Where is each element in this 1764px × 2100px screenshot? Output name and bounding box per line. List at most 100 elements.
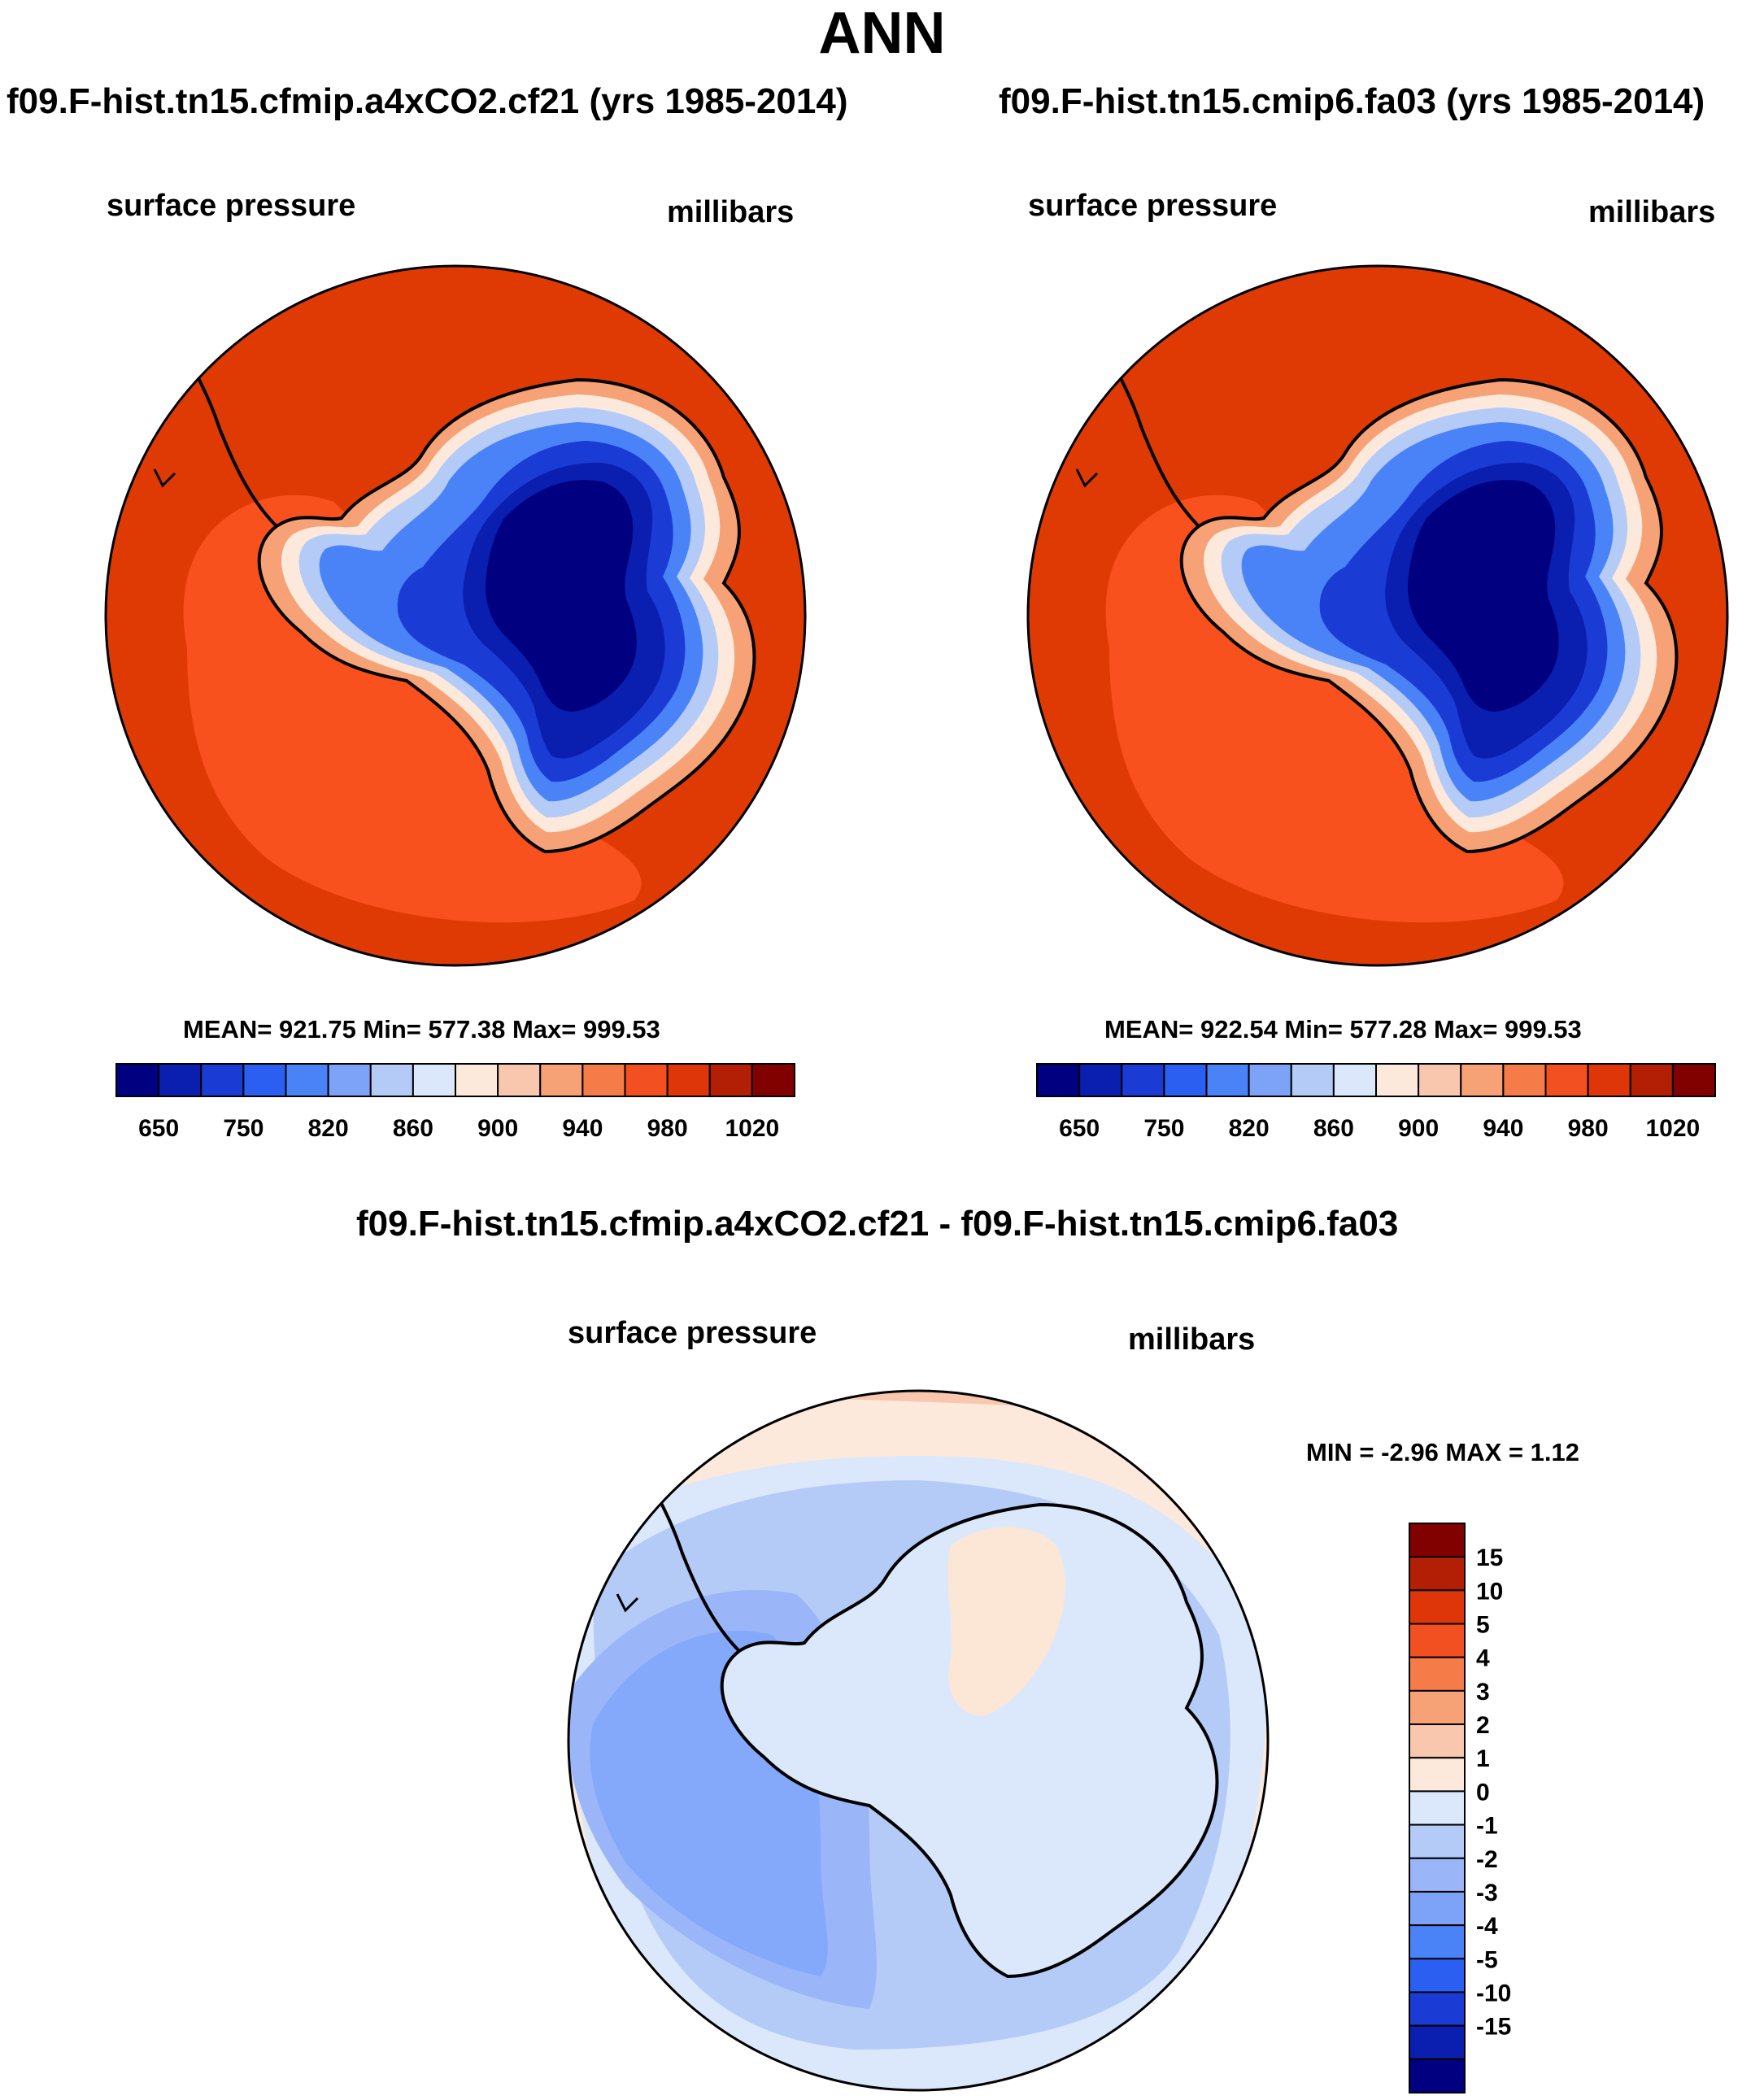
colorbar-swatch xyxy=(1036,1063,1081,1097)
colorbar-tick-label: 750 xyxy=(223,1115,264,1142)
colorbar-swatch xyxy=(1205,1063,1250,1097)
colorbar-swatch xyxy=(115,1063,160,1097)
figure-title: ANN xyxy=(818,1,946,66)
colorbar-tick-label: -1 xyxy=(1476,1813,1498,1840)
diff-continent-field xyxy=(721,1505,1217,1976)
panel1-case-title: f09.F-hist.tn15.cfmip.a4xCO2.cf21 (yrs 1… xyxy=(7,81,848,121)
panel1-units-label: millibars xyxy=(667,195,795,229)
colorbar-swatch xyxy=(666,1063,711,1097)
colorbar-swatch xyxy=(1409,1823,1466,1859)
island-coastline xyxy=(153,468,176,488)
colorbar-tick-label: -10 xyxy=(1476,1980,1511,2006)
colorbar-swatch xyxy=(1248,1063,1292,1097)
colorbar-tick-label: 15 xyxy=(1476,1545,1503,1571)
colorbar-tick-label: -5 xyxy=(1476,1946,1498,1973)
colorbar-swatch xyxy=(242,1063,287,1097)
colorbar-swatch xyxy=(1409,1656,1466,1692)
panel1-polar-map xyxy=(104,264,807,967)
colorbar-tick-label: -2 xyxy=(1476,1846,1498,1873)
diff-title: f09.F-hist.tn15.cfmip.a4xCO2.cf21 - f09.… xyxy=(356,1204,1399,1244)
colorbar-tick-label: 5 xyxy=(1476,1612,1490,1639)
panel1-colorbar: 650 750 820 860 900 940 980 1020 xyxy=(115,1063,795,1142)
colorbar-swatch xyxy=(1409,1790,1466,1826)
colorbar-tick-label: -3 xyxy=(1476,1880,1498,1906)
colorbar-tick-label: 860 xyxy=(1313,1115,1354,1142)
colorbar-tick-label: 980 xyxy=(1568,1115,1609,1142)
colorbar-tick-label: 860 xyxy=(393,1115,433,1142)
peninsula-coastline xyxy=(1116,371,1200,528)
colorbar-tick-label: 940 xyxy=(1483,1115,1523,1142)
panel2-case-title: f09.F-hist.tn15.cmip6.fa03 (yrs 1985-201… xyxy=(999,81,1705,121)
colorbar-swatch xyxy=(1418,1063,1462,1097)
coastline xyxy=(257,377,756,854)
colorbar-swatch xyxy=(285,1063,329,1097)
island-coastline xyxy=(1075,468,1099,488)
ice-core-layer xyxy=(1408,480,1559,712)
colorbar-tick-label: 820 xyxy=(308,1115,349,1142)
colorbar-swatch xyxy=(1502,1063,1547,1097)
colorbar-swatch xyxy=(1671,1063,1716,1097)
colorbar-swatch xyxy=(1078,1063,1123,1097)
diff-polar-map xyxy=(567,1389,1270,2092)
colorbar-swatch xyxy=(581,1063,626,1097)
colorbar-swatch xyxy=(1332,1063,1377,1097)
colorbar-swatch xyxy=(1409,1991,1466,2027)
island-coastline xyxy=(616,1593,639,1613)
colorbar-tick-label: 2 xyxy=(1476,1712,1490,1739)
colorbar-swatch xyxy=(624,1063,669,1097)
panel2-variable-label: surface pressure xyxy=(1028,189,1278,223)
colorbar-tick-label: -4 xyxy=(1476,1913,1498,1940)
colorbar-swatch xyxy=(200,1063,245,1097)
peninsula-coastline xyxy=(194,371,278,528)
panel2-stats: MEAN= 922.54 Min= 577.28 Max= 999.53 xyxy=(1104,1015,1582,1043)
colorbar-tick-label: 650 xyxy=(1059,1115,1100,1142)
colorbar-swatch xyxy=(1409,1623,1466,1658)
colorbar-swatch xyxy=(1163,1063,1208,1097)
colorbar-tick-label: 4 xyxy=(1476,1645,1490,1672)
colorbar-tick-label: 820 xyxy=(1229,1115,1270,1142)
colorbar-swatch xyxy=(1409,1857,1466,1893)
ice-core-layer xyxy=(486,480,637,712)
colorbar-tick-label: 3 xyxy=(1476,1679,1490,1706)
colorbar-swatch xyxy=(1409,1723,1466,1759)
map-border xyxy=(567,1389,1270,2092)
colorbar-swatch xyxy=(1409,1523,1466,1558)
colorbar-swatch xyxy=(455,1063,499,1097)
diff-positive-field xyxy=(947,1527,1065,1716)
colorbar-swatch xyxy=(1121,1063,1165,1097)
panel2-colorbar: 650 750 820 860 900 940 980 1020 xyxy=(1036,1063,1716,1142)
colorbar-tick-label: -15 xyxy=(1476,2014,1511,2041)
coastline xyxy=(1179,377,1679,854)
colorbar-swatch xyxy=(751,1063,795,1097)
diff-stats: MIN = -2.96 MAX = 1.12 xyxy=(1306,1438,1579,1466)
colorbar-swatch xyxy=(1409,1689,1466,1726)
diff-units-label: millibars xyxy=(1128,1322,1256,1357)
colorbar-swatch xyxy=(1375,1063,1420,1097)
colorbar-swatch xyxy=(539,1063,584,1097)
colorbar-swatch xyxy=(1409,1556,1466,1592)
colorbar-tick-label: 0 xyxy=(1476,1779,1490,1806)
colorbar-tick-label: 900 xyxy=(477,1115,518,1142)
colorbar-swatch xyxy=(158,1063,203,1097)
colorbar-swatch xyxy=(1409,2058,1466,2094)
colorbar-swatch xyxy=(369,1063,414,1097)
colorbar-swatch xyxy=(327,1063,372,1097)
diff-variable-label: surface pressure xyxy=(568,1316,817,1350)
colorbar-tick-label: 1020 xyxy=(1646,1115,1701,1142)
colorbar-swatch xyxy=(1409,2024,1466,2060)
colorbar-swatch xyxy=(1409,1890,1466,1927)
colorbar-tick-label: 980 xyxy=(647,1115,688,1142)
colorbar-swatch xyxy=(1409,1757,1466,1793)
colorbar-tick-label: 10 xyxy=(1476,1578,1503,1605)
panel2-polar-map xyxy=(1026,264,1729,967)
colorbar-swatch xyxy=(1587,1063,1631,1097)
colorbar-swatch xyxy=(1460,1063,1505,1097)
map-border xyxy=(104,264,807,967)
colorbar-tick-label: 1 xyxy=(1476,1745,1490,1772)
colorbar-tick-label: 940 xyxy=(562,1115,603,1142)
panel1-stats: MEAN= 921.75 Min= 577.38 Max= 999.53 xyxy=(183,1015,660,1043)
map-border xyxy=(1026,264,1729,967)
colorbar-tick-label: 900 xyxy=(1398,1115,1439,1142)
panel2-units-label: millibars xyxy=(1588,195,1716,229)
colorbar-swatch xyxy=(1290,1063,1335,1097)
